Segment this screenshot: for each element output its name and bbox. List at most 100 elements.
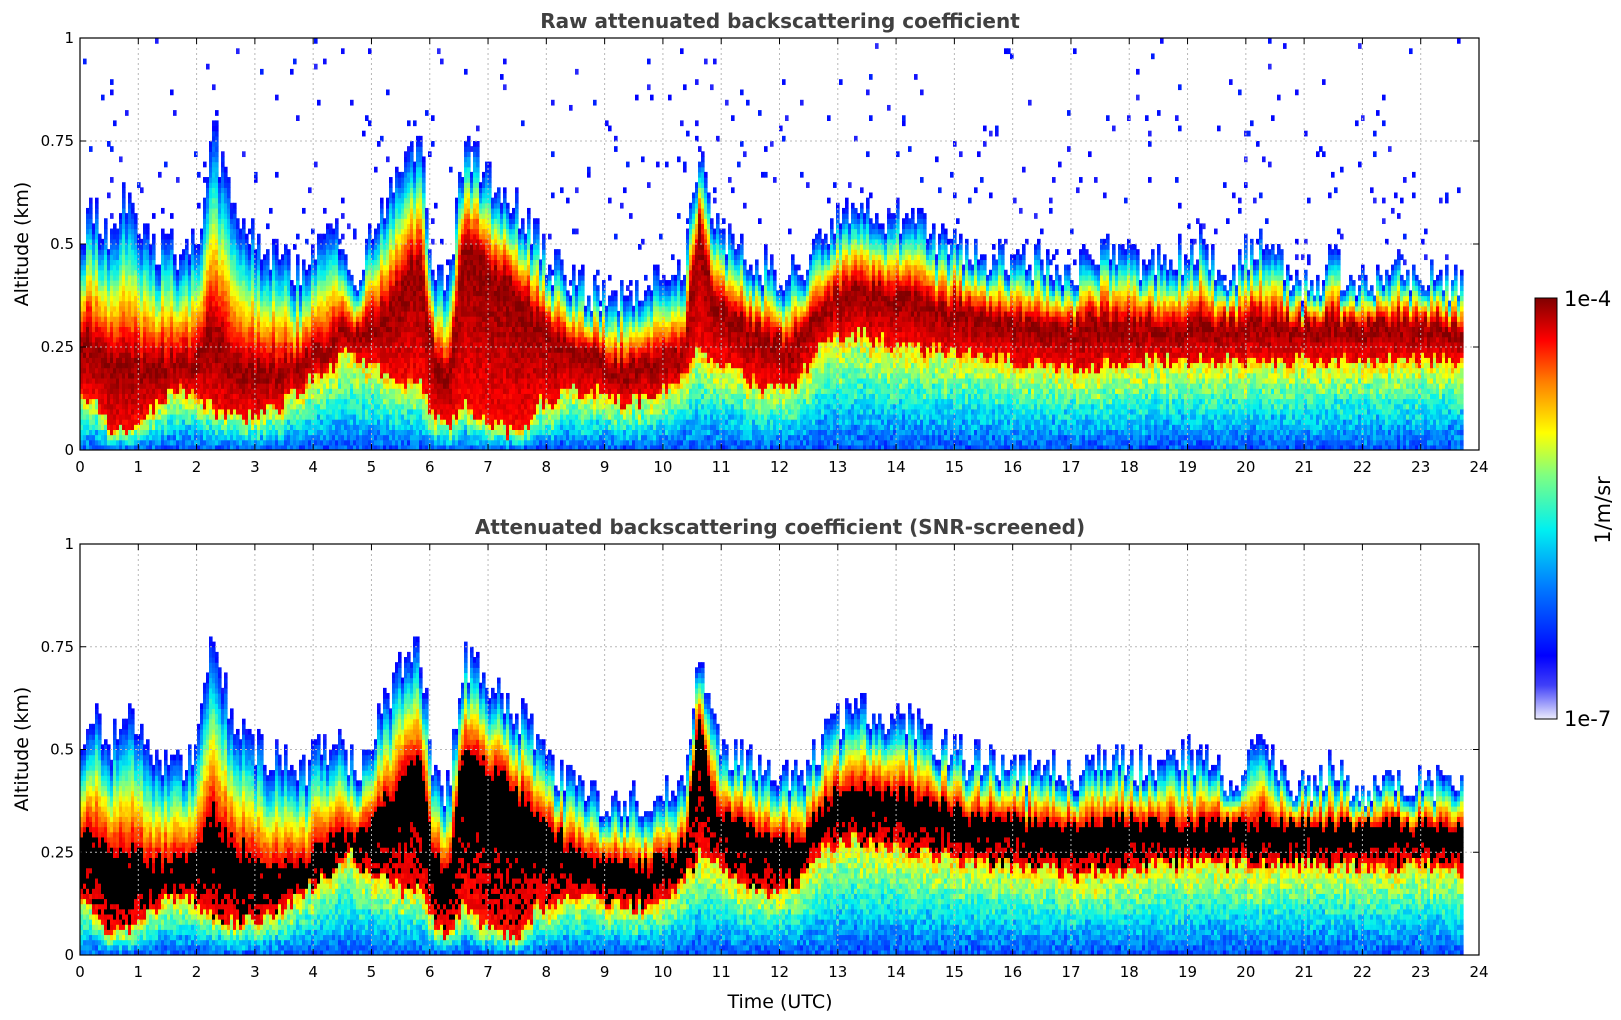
data-cell — [293, 295, 297, 302]
data-cell — [239, 403, 243, 410]
data-cell — [320, 264, 324, 271]
data-cell — [266, 383, 270, 389]
data-cell — [320, 362, 324, 369]
data-cell — [263, 377, 267, 384]
data-cell — [377, 372, 381, 379]
data-cell — [104, 429, 108, 436]
data-cell — [275, 316, 279, 322]
data-cell — [380, 310, 384, 317]
data-cell — [341, 393, 345, 400]
data-cell — [134, 383, 138, 389]
data-cell — [311, 357, 315, 364]
data-cell — [86, 254, 90, 261]
data-cell — [140, 357, 144, 364]
profile-column — [284, 244, 288, 450]
data-cell — [308, 300, 312, 307]
data-cell — [161, 207, 165, 214]
data-cell — [365, 408, 369, 415]
data-cell — [341, 331, 345, 338]
data-cell — [281, 254, 285, 261]
data-cell — [272, 264, 276, 271]
data-cell — [305, 419, 309, 425]
data-cell — [203, 331, 207, 338]
data-cell — [341, 388, 345, 394]
data-cell — [371, 383, 375, 389]
data-cell — [302, 403, 306, 410]
data-cell — [197, 424, 201, 430]
data-cell — [206, 269, 210, 276]
data-cell — [134, 398, 138, 405]
data-cell — [278, 310, 282, 317]
data-cell — [281, 408, 285, 415]
data-cell — [317, 367, 321, 374]
data-cell — [371, 285, 375, 291]
data-cell — [371, 367, 375, 374]
data-cell — [227, 352, 231, 358]
profile-column — [218, 177, 222, 450]
profile-column — [269, 207, 273, 450]
data-cell — [350, 274, 354, 281]
data-cell — [269, 336, 273, 343]
data-cell — [260, 367, 264, 374]
data-cell — [368, 290, 372, 297]
data-cell — [386, 89, 390, 96]
data-cell — [80, 408, 84, 415]
data-cell — [152, 254, 156, 261]
data-cell — [212, 331, 216, 338]
data-cell — [371, 280, 375, 286]
data-cell — [272, 444, 276, 450]
data-cell — [329, 244, 333, 250]
data-cell — [95, 326, 99, 333]
data-cell — [317, 316, 321, 322]
data-cell — [203, 295, 207, 302]
data-cell — [299, 352, 303, 358]
data-cell — [314, 367, 318, 374]
data-cell — [185, 424, 189, 430]
data-cell — [260, 372, 264, 379]
data-cell — [302, 269, 306, 276]
data-cell — [122, 393, 126, 400]
data-cell — [206, 444, 210, 450]
data-cell — [188, 352, 192, 358]
data-cell — [320, 305, 324, 312]
data-cell — [86, 393, 90, 400]
data-cell — [227, 439, 231, 446]
data-cell — [188, 300, 192, 307]
data-cell — [296, 316, 300, 322]
data-cell — [182, 388, 186, 394]
data-cell — [119, 213, 123, 219]
data-cell — [89, 218, 93, 224]
data-cell — [170, 362, 174, 369]
data-cell — [113, 223, 117, 230]
data-cell — [374, 352, 378, 358]
data-cell — [134, 213, 138, 219]
data-cell — [92, 321, 96, 327]
data-cell — [263, 352, 267, 358]
data-cell — [197, 269, 201, 276]
profile-column — [98, 233, 102, 450]
data-cell — [380, 444, 384, 450]
data-cell — [377, 367, 381, 374]
data-cell — [347, 413, 351, 420]
data-cell — [344, 331, 348, 338]
data-cell — [98, 305, 102, 312]
data-cell — [122, 439, 126, 446]
data-cell — [356, 300, 360, 307]
data-cell — [329, 321, 333, 327]
data-cell — [248, 444, 252, 450]
data-cell — [215, 156, 219, 163]
data-cell — [224, 166, 228, 173]
data-cell — [371, 439, 375, 446]
data-cell — [359, 300, 363, 307]
data-cell — [191, 269, 195, 276]
data-cell — [359, 352, 363, 358]
data-cell — [284, 419, 288, 425]
data-cell — [350, 310, 354, 317]
data-cell — [374, 347, 378, 353]
data-cell — [83, 403, 87, 410]
data-cell — [368, 223, 372, 230]
data-cell — [284, 326, 288, 333]
data-cell — [293, 244, 297, 250]
data-cell — [290, 316, 294, 322]
data-cell — [89, 429, 93, 436]
